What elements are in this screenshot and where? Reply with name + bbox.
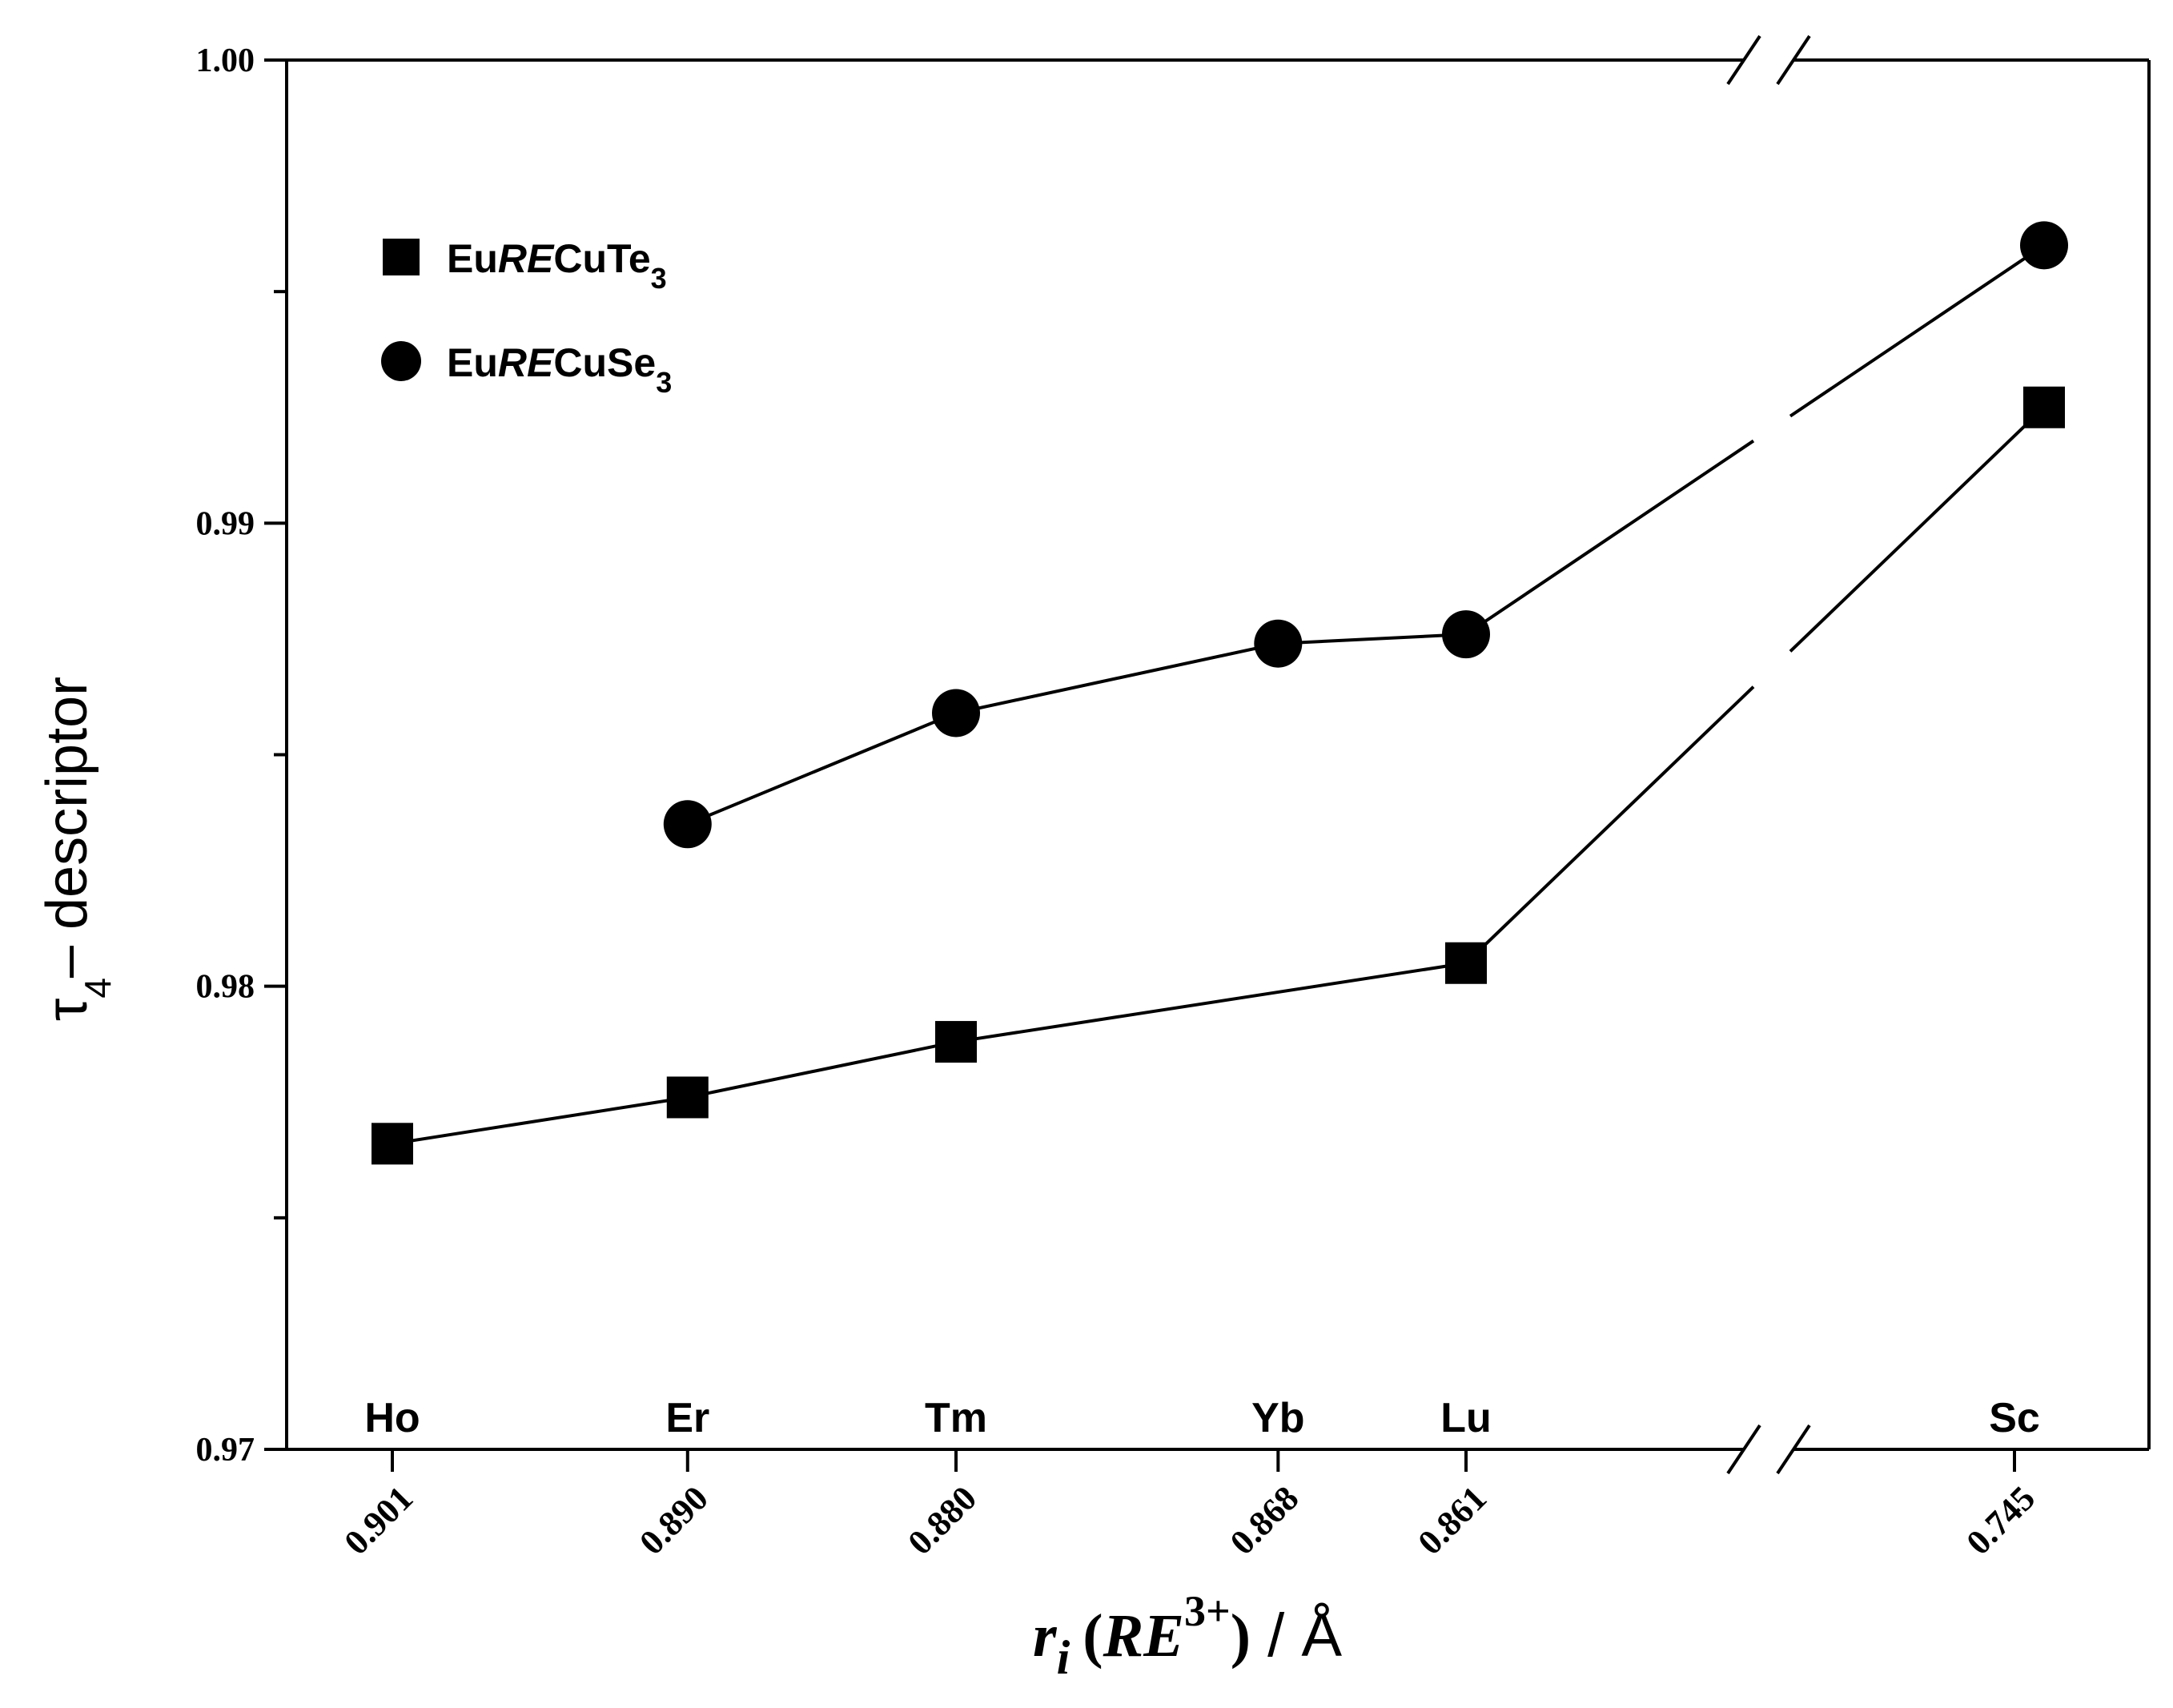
x-axis-label: ri (RE3+) / Å [1033,1587,1342,1684]
axis-break-top-1 [1726,34,1761,86]
svg-text:τ4– descriptor: τ4– descriptor [35,677,118,1021]
x-radius-label: 0.890 [632,1478,716,1562]
x-element-label: Tm [925,1395,987,1441]
data-point-circle [2020,221,2068,270]
legend-marker-square [383,239,420,275]
axis-break-top-2 [1776,34,1811,86]
x-radius-label: 0.745 [1958,1478,2042,1562]
series-line-segment [1278,633,1467,645]
svg-text:ri(RE3+) / Å: ri (RE3+) / Å [1033,1587,1342,1684]
x-element-label: Lu [1440,1395,1492,1441]
x-element-label: Yb [1251,1395,1304,1441]
x-element-label: Ho [364,1395,420,1441]
data-point-circle [1254,619,1303,668]
data-point-circle [663,800,712,849]
x-element-label: Sc [1989,1395,2040,1441]
axis-break-bottom-2 [1776,1424,1811,1475]
series-line-segment [1789,406,2046,653]
series-markers [372,221,2068,1165]
x-radius-label: 0.901 [336,1478,420,1562]
series-line-segment [687,1040,957,1099]
series-line-segment [1789,243,2046,418]
x-element-label: Er [665,1395,709,1441]
x-axis-ticks: Ho 0.901 Er 0.890 Tm 0.880 Yb 0.868 Lu 0.861 Sc 0.7… [336,1395,2042,1562]
y-tick-label: 0.98 [196,969,255,1006]
legend-label-tellurides: EuRECuTe3 [447,236,667,295]
series-line-segment [955,641,1279,715]
series-line-segment [1464,439,1755,636]
y-tick-label: 0.99 [196,505,255,542]
series-line-segment [687,711,957,826]
axis-break-bottom-1 [1726,1424,1761,1475]
x-radius-label: 0.868 [1223,1478,1307,1562]
series-line-segment [955,961,1467,1044]
y-tick-label: 1.00 [196,42,255,79]
y-axis-ticks: 0.97 0.98 0.99 1.00 [196,42,287,1469]
series-lines [392,243,2046,1146]
data-point-square [1445,942,1487,984]
data-point-circle [932,689,981,737]
axis-break-marks [1726,34,1811,1475]
y-axis-label: τ4– descriptor [35,677,118,1021]
data-point-square [372,1123,413,1165]
x-radius-label: 0.880 [900,1478,984,1562]
series-line-segment [392,1095,689,1146]
y-tick-label: 0.97 [196,1432,255,1469]
legend-marker-circle [381,341,421,381]
data-point-square [935,1021,978,1063]
legend-label-selenides: EuRECuSe3 [447,340,672,399]
data-point-square [2023,386,2065,428]
data-point-circle [1442,610,1490,659]
x-radius-label: 0.861 [1410,1478,1494,1562]
series-line-segment [1464,685,1755,965]
legend: EuRECuTe3 EuRECuSe3 [381,236,672,399]
data-point-square [666,1076,709,1119]
